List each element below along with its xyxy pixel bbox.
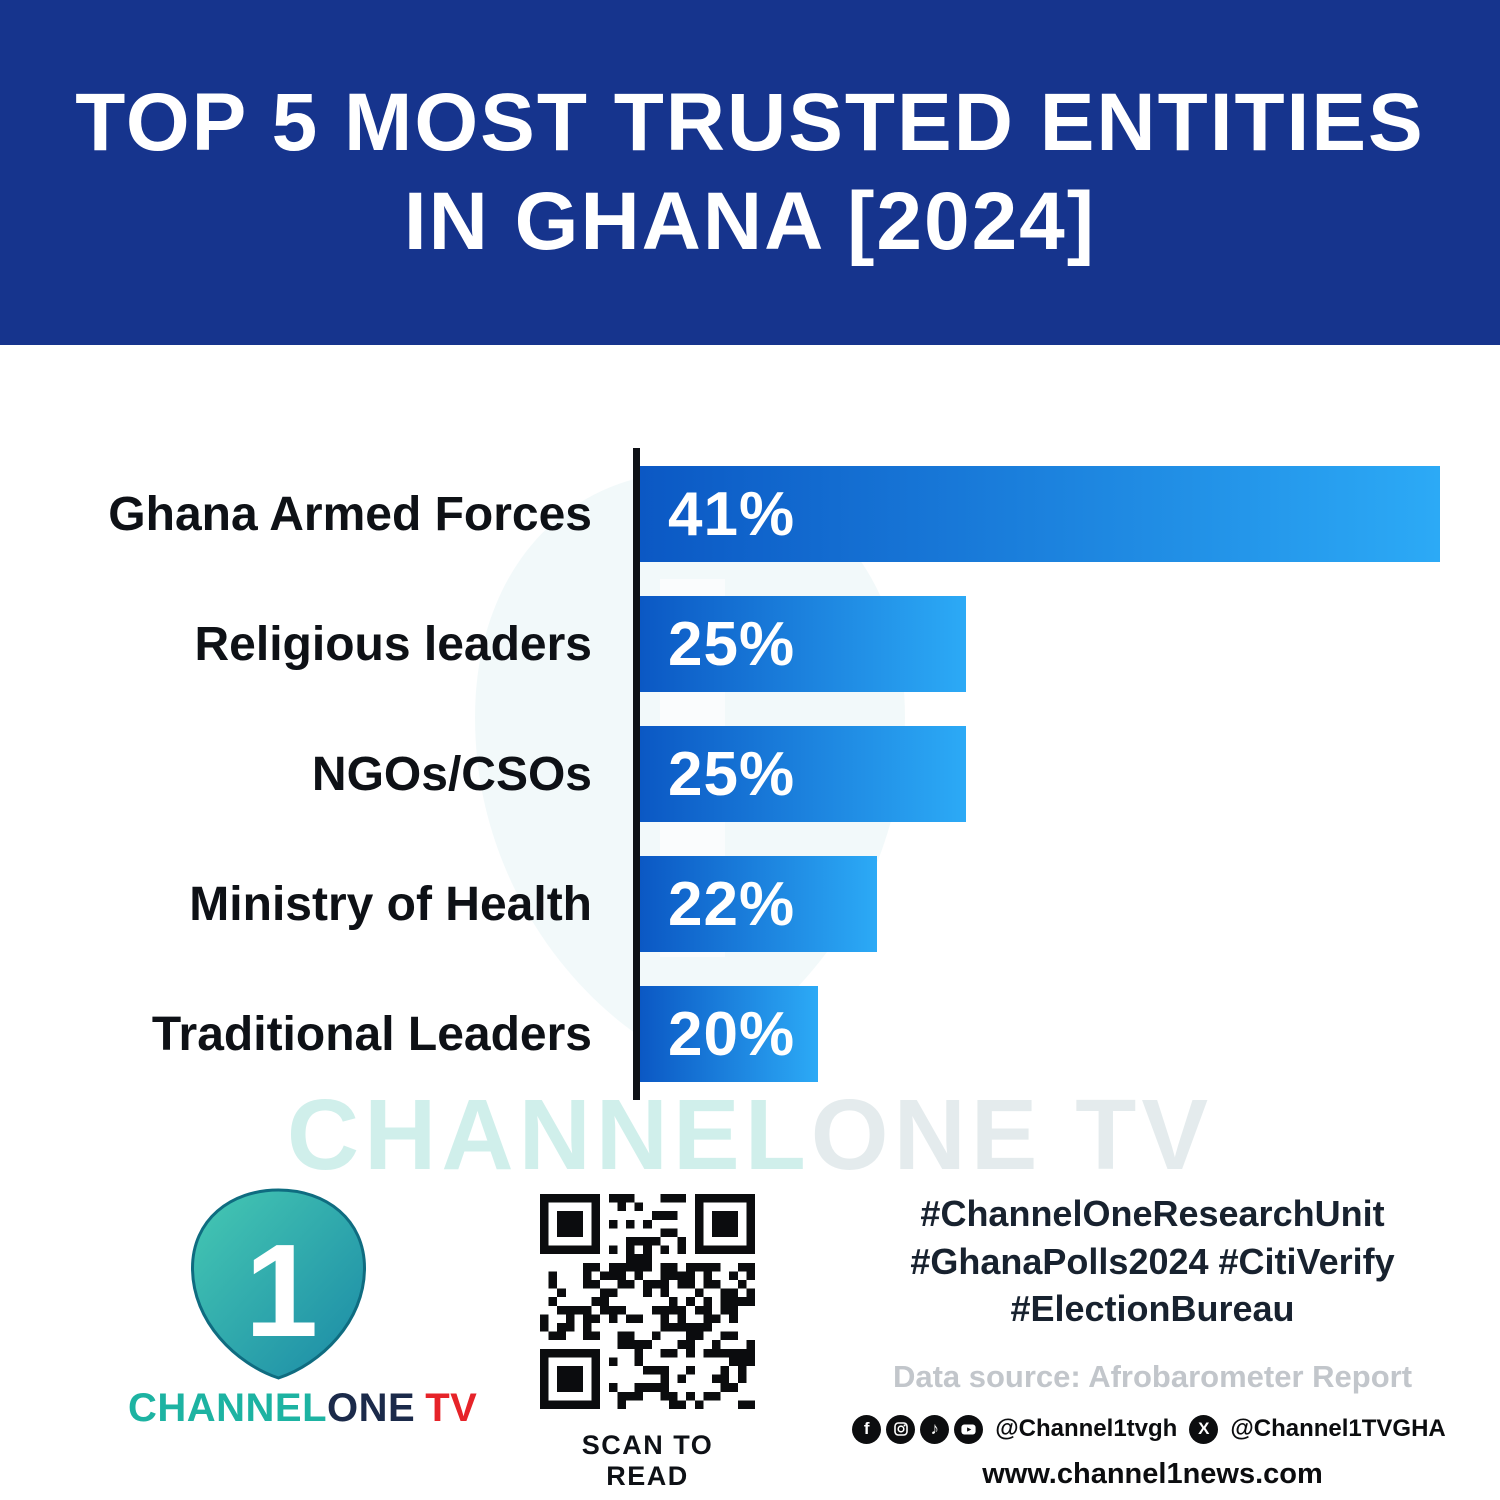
bar: 41%: [640, 466, 1440, 562]
hashtag-line: #ElectionBureau: [1010, 1288, 1295, 1330]
logo-numeral: 1: [244, 1217, 317, 1364]
bar-value-label: 20%: [668, 999, 796, 1069]
header-banner: TOP 5 MOST TRUSTED ENTITIES IN GHANA [20…: [0, 0, 1500, 345]
bar: 20%: [640, 986, 818, 1082]
trust-bar-chart: Ghana Armed Forces 41% Religious leaders…: [0, 448, 1440, 1100]
logo-pick-icon: 1: [190, 1188, 366, 1380]
logo-text-one: ONE: [327, 1386, 416, 1430]
logo-text-channel: CHANNEL: [128, 1386, 328, 1430]
instagram-icon: [886, 1414, 916, 1444]
chart-rows: Ghana Armed Forces 41% Religious leaders…: [0, 466, 1440, 1082]
logo-text: CHANNELONE TV: [128, 1386, 477, 1431]
bar: 25%: [640, 596, 966, 692]
social-handle-x: @Channel1TVGHA: [1230, 1415, 1446, 1443]
bar-track: 20%: [640, 986, 1440, 1082]
bar-value-label: 41%: [668, 479, 796, 549]
tiktok-icon: ♪: [920, 1414, 950, 1444]
bar-track: 22%: [640, 856, 1440, 952]
bar-value-label: 22%: [668, 869, 796, 939]
title-line-1: TOP 5 MOST TRUSTED ENTITIES: [75, 77, 1425, 169]
social-handle-main: @Channel1tvgh: [995, 1415, 1178, 1443]
qr-caption: SCAN TO READ: [581, 1430, 714, 1491]
category-label: Religious leaders: [194, 617, 592, 671]
bar-value-label: 25%: [668, 609, 796, 679]
bar: 22%: [640, 856, 878, 952]
title-line-2: IN GHANA [2024]: [403, 175, 1097, 267]
facebook-icon: f: [852, 1414, 882, 1444]
chart-row: Ministry of Health 22%: [0, 856, 1440, 952]
data-source: Data source: Afrobarometer Report: [892, 1358, 1413, 1394]
bar-track: 41%: [640, 466, 1440, 562]
chart-axis-line: [633, 448, 640, 1100]
logo-text-tv: TV: [425, 1386, 478, 1430]
footer: 1 CHANNELONE TV SCAN TO READ #ChannelOneR…: [0, 1180, 1500, 1500]
category-label: Traditional Leaders: [151, 1007, 592, 1061]
watermark-part-1: CHANNEL: [286, 1079, 811, 1191]
qr-code: [540, 1194, 755, 1409]
chart-row: Religious leaders 25%: [0, 596, 1440, 692]
watermark-text: CHANNELONE TV: [0, 1078, 1500, 1193]
social-row: f ♪ @Channel1tvgh X @Channel1TVGHA: [852, 1414, 1446, 1444]
bar-value-label: 25%: [668, 739, 796, 809]
category-label: Ghana Armed Forces: [108, 487, 592, 541]
category-label: Ministry of Health: [189, 877, 592, 931]
channel-one-logo: 1 CHANNELONE TV: [128, 1184, 477, 1431]
youtube-icon: [954, 1414, 984, 1444]
bar: 25%: [640, 726, 966, 822]
x-icon: X: [1189, 1414, 1219, 1444]
hashtag-line: #GhanaPolls2024 #CitiVerify: [910, 1240, 1395, 1282]
qr-block: SCAN TO READ: [540, 1194, 755, 1492]
chart-row: NGOs/CSOs 25%: [0, 726, 1440, 822]
chart-row: Traditional Leaders 20%: [0, 986, 1440, 1082]
bar-track: 25%: [640, 596, 1440, 692]
hashtag-line: #ChannelOneResearchUnit: [920, 1193, 1385, 1234]
bar-track: 25%: [640, 726, 1440, 822]
chart-row: Ghana Armed Forces 41%: [0, 466, 1440, 562]
category-label: NGOs/CSOs: [311, 747, 592, 801]
info-block: #ChannelOneResearchUnit #GhanaPolls2024 …: [852, 1190, 1446, 1491]
watermark-part-2: ONE TV: [810, 1079, 1214, 1191]
website-url: www.channel1news.com: [982, 1457, 1323, 1490]
